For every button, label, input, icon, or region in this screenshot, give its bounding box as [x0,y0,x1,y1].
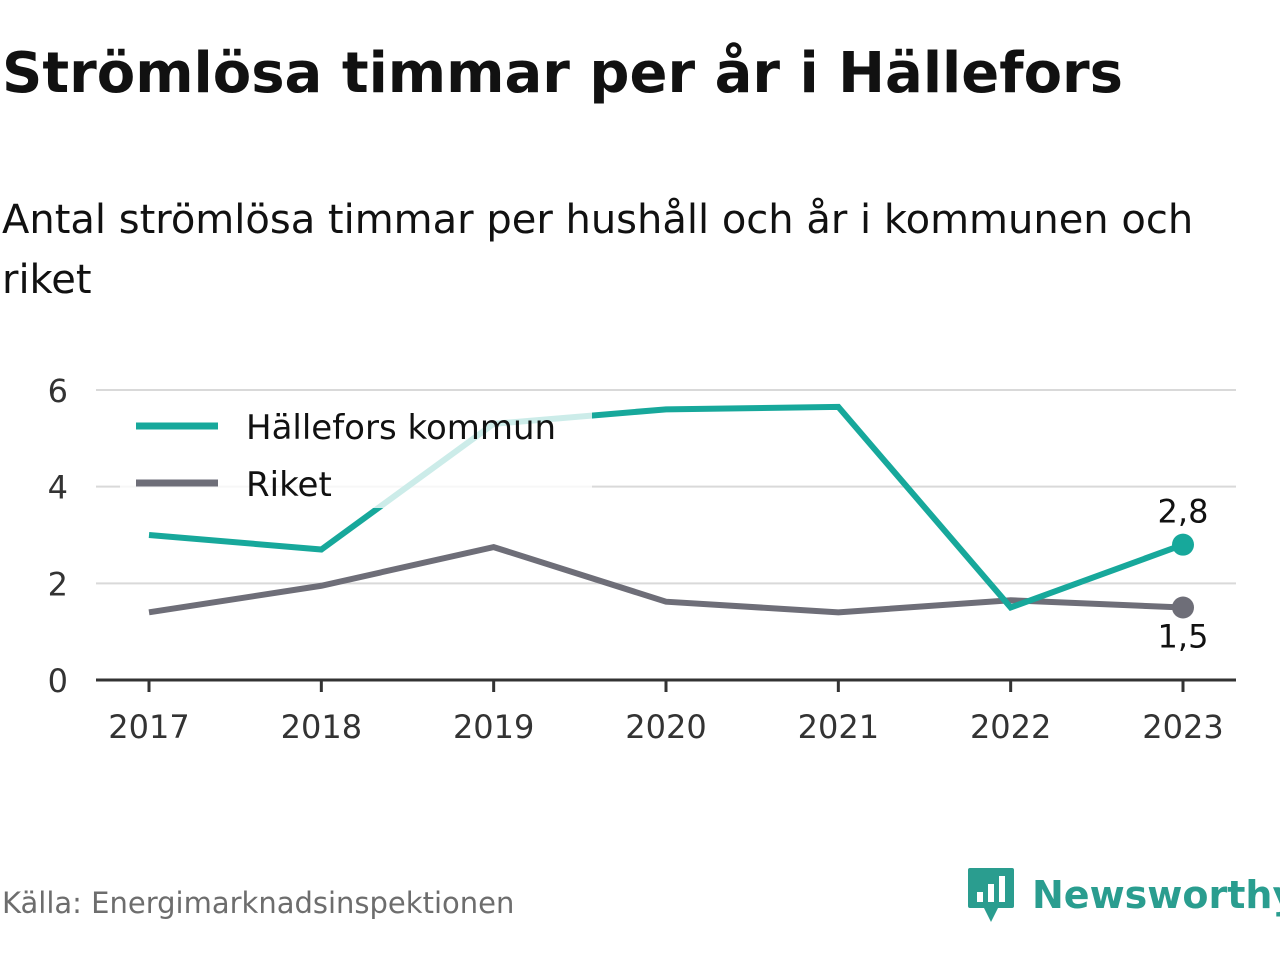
legend-label-kommun: Hällefors kommun [246,408,556,448]
chart-title: Strömlösa timmar per år i Hällefors [2,41,1123,106]
end-label-kommun: 2,8 [1158,493,1209,531]
brand-name: Newsworthy [1032,873,1280,917]
end-point-riket [1172,596,1194,619]
brand-logo: Newsworthy [966,866,1280,924]
y-tick-label: 2 [48,565,68,603]
x-tick-label: 2020 [625,708,706,746]
legend-background [120,398,592,508]
x-tick-label: 2019 [453,708,534,746]
x-tick-label: 2023 [1142,708,1223,746]
x-tick-label: 2018 [281,708,362,746]
legend-label-riket: Riket [246,465,332,505]
series-line-kommun [148,403,1185,612]
x-tick-label: 2017 [108,708,189,746]
data-labels: 2,8 1,5 [1158,493,1209,656]
y-tick-label: 4 [48,469,68,507]
x-axis: 2017 2018 2019 2020 2021 2022 2023 [96,678,1236,746]
y-tick-label: 6 [48,372,68,410]
y-tick-label: 0 [48,662,68,700]
end-label-riket: 1,5 [1158,618,1209,656]
x-tick-label: 2022 [970,708,1051,746]
series-line-riket [148,543,1184,616]
end-point-kommun [1172,533,1194,556]
legend: Hällefors kommun Riket [120,398,592,508]
x-tick-label: 2021 [798,708,879,746]
newsworthy-logo-icon [968,868,1014,922]
chart-subtitle: Antal strömlösa timmar per hushåll och å… [2,197,1194,303]
series-lines [148,403,1185,616]
source-note: Källa: Energimarknadsinspektionen [2,886,515,920]
